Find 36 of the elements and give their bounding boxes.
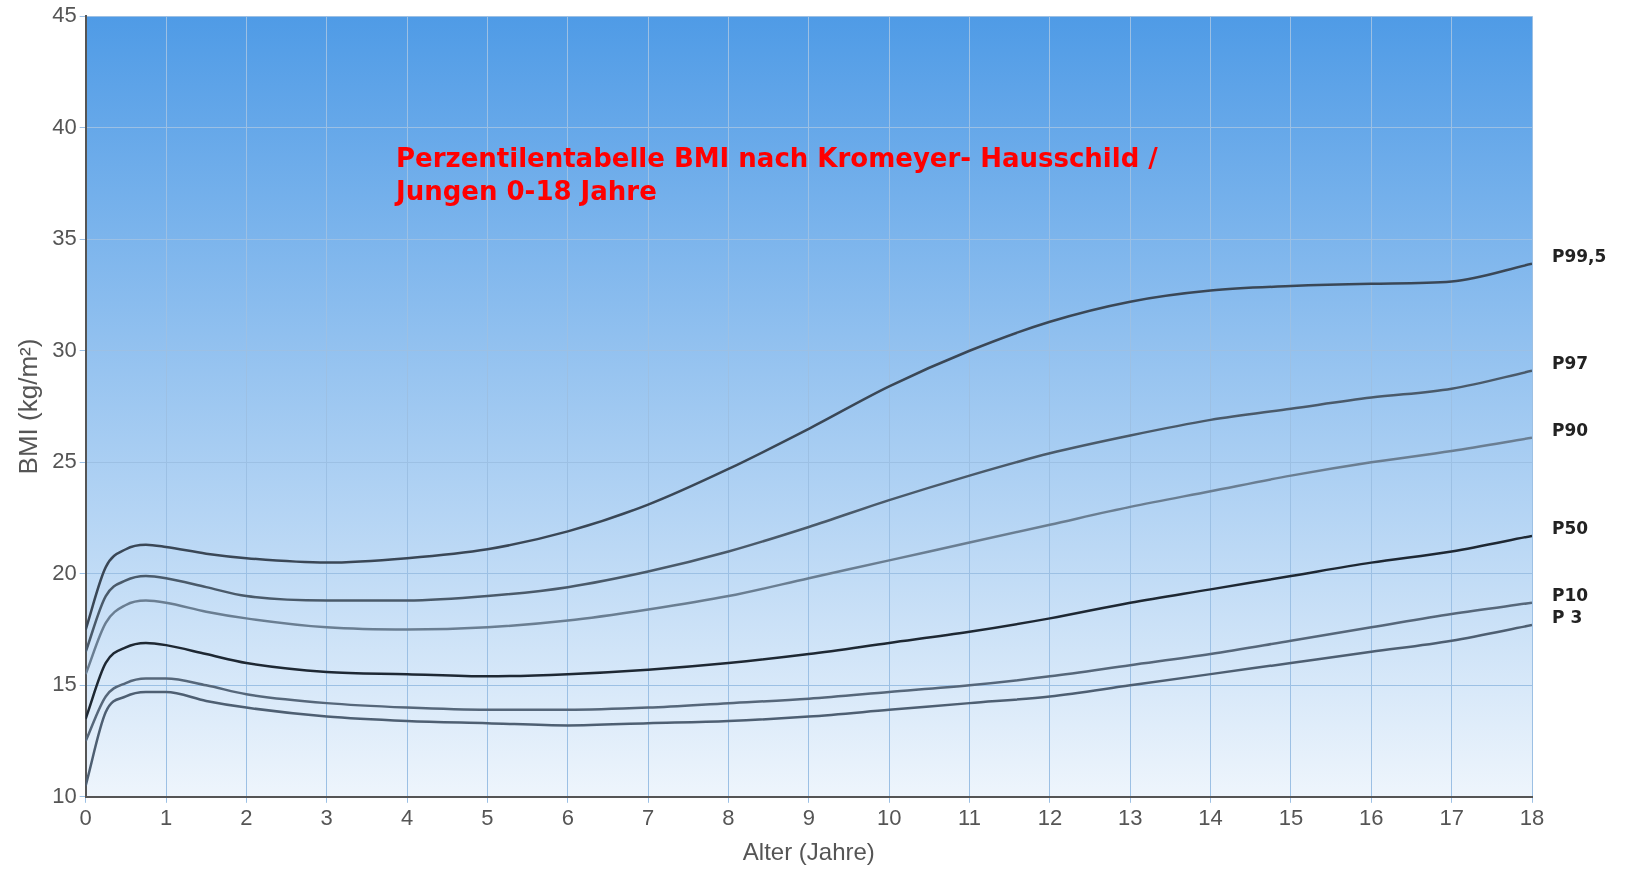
x-axis-title: Alter (Jahre): [742, 838, 875, 866]
x-tick-label: 15: [1278, 805, 1304, 831]
series-label: P90: [1552, 420, 1589, 441]
y-tick-label: 15: [52, 671, 77, 697]
x-tick-label: 1: [159, 805, 173, 831]
x-tick-label: 0: [79, 805, 92, 831]
x-tick-label: 7: [642, 805, 655, 831]
x-tick-label: 9: [802, 805, 815, 831]
series-label: P97: [1552, 353, 1589, 374]
series-label: P 3: [1552, 607, 1583, 628]
x-tick-label: 8: [722, 805, 735, 831]
x-tick-label: 14: [1198, 805, 1223, 831]
x-tick-label: 6: [561, 805, 574, 831]
x-tick-label: 13: [1118, 805, 1143, 831]
x-tick-label: 17: [1439, 805, 1464, 831]
y-axis-title: BMI (kg/m²): [12, 338, 43, 475]
y-tick-label: 45: [52, 2, 77, 28]
x-tick-label: 4: [400, 805, 414, 831]
x-tick-label: 3: [320, 805, 333, 831]
x-tick-label: 12: [1037, 805, 1063, 831]
series-label: P50: [1552, 518, 1589, 539]
x-tick-label: 18: [1519, 805, 1545, 831]
series-label: P99,5: [1552, 246, 1607, 267]
x-tick-label: 2: [240, 805, 253, 831]
y-tick-label: 20: [52, 559, 77, 585]
text: Perzentilentabelle BMI nach Kromeyer- Hausschild / Jungen 0-18 Jahre: [396, 142, 1159, 208]
y-tick-label: 10: [52, 782, 77, 808]
x-tick-label: 11: [958, 805, 981, 831]
y-tick-label: 30: [52, 336, 77, 362]
y-tick-label: 40: [52, 113, 77, 139]
x-tick-label: 5: [481, 805, 494, 831]
x-tick-label: 10: [876, 805, 902, 831]
y-tick-label: 25: [52, 448, 77, 474]
x-tick-label: 16: [1359, 805, 1384, 831]
series-label: P10: [1552, 585, 1589, 606]
y-tick-label: 35: [52, 225, 77, 251]
